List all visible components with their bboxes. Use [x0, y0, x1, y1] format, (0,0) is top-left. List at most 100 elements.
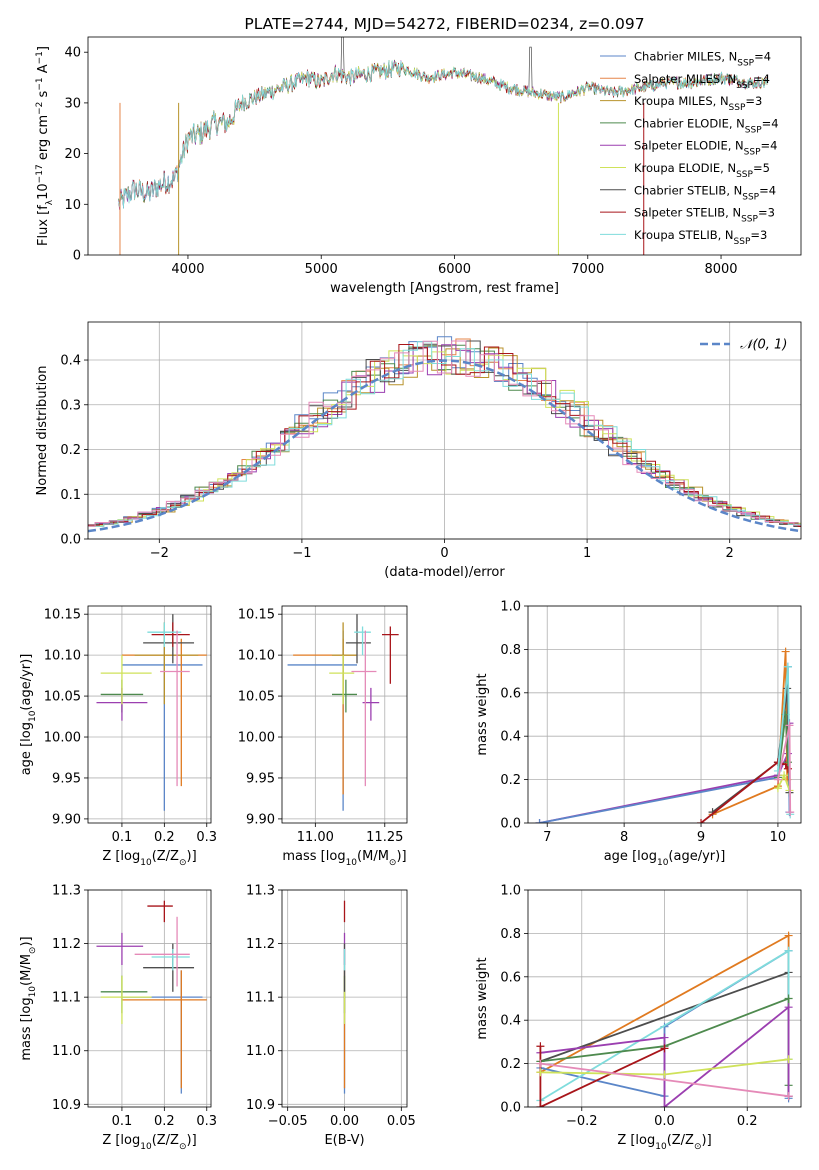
x-tick-label: 0.0 — [654, 1114, 675, 1129]
y-axis-label: Normed distribution — [35, 366, 50, 496]
axes-frame — [87, 889, 212, 1108]
y-tick-label: 9.90 — [52, 812, 81, 827]
marker — [536, 1042, 545, 1051]
x-tick-label: 8000 — [704, 262, 737, 277]
errorbar-point — [354, 626, 371, 656]
y-axis-label: age [log10(age/yr)] — [19, 654, 38, 776]
age_vs_mass-panel: 11.00 11.25 9.90 9.95 10.00 10.05 10.10 10.15 ma… — [238, 605, 408, 868]
x-tick-label: 0.00 — [330, 1114, 359, 1129]
x-axis-label: wavelength [Angstrom, rest frame] — [330, 281, 559, 296]
y-tick-label: 9.95 — [246, 771, 275, 786]
x-axis-label: Z [log10(Z/Z⊙)] — [102, 849, 196, 868]
marker — [535, 819, 544, 823]
chart-title: PLATE=2744, MJD=54272, FIBERID=0234, z=0… — [244, 15, 644, 33]
y-tick-label: 0.4 — [500, 1014, 521, 1029]
x-tick-label: 0.3 — [196, 1114, 217, 1129]
y-axis-label: mass weight — [475, 673, 490, 755]
y-tick-label: 11.3 — [52, 884, 81, 899]
marker — [784, 931, 793, 940]
marker — [784, 994, 793, 1003]
y-tick-label: 0.3 — [60, 398, 81, 413]
series-line-salpeter_elodie — [539, 723, 791, 823]
series-line-chabrier_miles — [539, 666, 791, 823]
y-tick-label: 0.8 — [500, 643, 521, 658]
y-tick-label: 0.0 — [500, 1101, 521, 1116]
y-tick-label: 10.00 — [44, 731, 81, 746]
y-tick-label: 9.90 — [246, 812, 275, 827]
y-axis-label: mass [log10(M/M⊙)] — [19, 936, 38, 1060]
y-tick-label: 10.10 — [44, 649, 81, 664]
y-axis-label: Flux [fλ10−17 erg cm−2 s−1 A−1] — [35, 46, 55, 246]
y-tick-label: 0 — [73, 249, 81, 264]
y-tick-label: 11.2 — [52, 937, 81, 952]
legend: Chabrier MILES, NSSP=4 Salpeter MILES, NS… — [600, 50, 779, 247]
histogram-pink — [88, 340, 801, 527]
histogram-kroupa_stelib — [89, 341, 801, 527]
y-tick-label: 0.0 — [60, 533, 81, 548]
errorbar-point — [151, 948, 190, 971]
x-tick-label: 0.2 — [154, 1114, 175, 1129]
y-tick-label: 0.1 — [60, 488, 81, 503]
spectrum-panel: 4000 5000 6000 7000 8000 0 10 20 30 40 PLATE=2744,… — [35, 15, 802, 296]
errorbar-point — [287, 630, 357, 811]
marker — [783, 684, 792, 693]
errorbar-point — [147, 900, 173, 923]
y-tick-label: 1.0 — [500, 884, 521, 899]
errorbar-point — [332, 679, 357, 713]
y-tick-label: 0.2 — [500, 773, 521, 788]
y-tick-label: 10.15 — [238, 608, 275, 623]
errorbar-point — [345, 614, 371, 664]
y-tick-label: 9.95 — [52, 771, 81, 786]
x-tick-label: 0.05 — [387, 1114, 416, 1129]
x-tick-label: 5000 — [305, 262, 338, 277]
marker — [784, 1092, 793, 1101]
x-tick-label: 6000 — [438, 262, 471, 277]
x-tick-label: 7 — [543, 830, 551, 845]
errorbar-point — [160, 630, 190, 787]
errorbar-point — [96, 932, 144, 966]
y-tick-label: 11.0 — [246, 1044, 275, 1059]
x-tick-label: 4000 — [171, 262, 204, 277]
axes-frame — [527, 889, 802, 1108]
x-axis-label: Z [log10(Z/Z⊙)] — [102, 1133, 196, 1152]
x-tick-label: 0.1 — [112, 1114, 133, 1129]
y-tick-label: 1.0 — [500, 600, 521, 615]
weight_vs_Z-panel: −0.2 0.0 0.2 0.0 0.2 0.4 0.6 0.8 1.0 Z [log10(Z/Z… — [475, 884, 802, 1152]
marker — [536, 1059, 545, 1068]
y-tick-label: 0.6 — [500, 686, 521, 701]
y-tick-label: 10 — [64, 198, 81, 213]
axes-frame — [87, 605, 212, 824]
series-line-salpeter_elodie — [540, 1005, 790, 1107]
x-tick-label: 10 — [770, 830, 787, 845]
errorbar-point — [100, 655, 152, 705]
x-tick-label: 7000 — [571, 262, 604, 277]
x-tick-label: 9 — [697, 830, 705, 845]
marker — [786, 808, 795, 817]
errorbar-point — [332, 622, 357, 705]
y-tick-label: 0.4 — [60, 354, 81, 369]
legend-entry: Salpeter STELIB, NSSP=3 — [634, 206, 775, 225]
errorbar-point — [134, 916, 190, 987]
errorbar-point — [143, 614, 195, 664]
errorbar-point — [121, 970, 207, 1089]
x-tick-label: −0.2 — [566, 1114, 598, 1129]
marker — [773, 775, 782, 784]
y-tick-label: 10.9 — [52, 1098, 81, 1113]
legend-entry: 𝒩(0, 1) — [740, 338, 787, 353]
y-tick-label: 10.05 — [238, 690, 275, 705]
errorbar-point — [329, 655, 355, 705]
marker — [781, 647, 790, 656]
y-tick-label: 11.0 — [52, 1044, 81, 1059]
errorbar-point — [100, 975, 152, 1024]
mass_vs_EBV-panel: −0.05 0.00 0.05 10.9 11.0 11.1 11.2 11.3 E(B-V) — [246, 884, 416, 1149]
errorbar-point — [143, 943, 195, 992]
x-tick-label: −1 — [292, 546, 311, 561]
x-axis-label: age [log10(age/yr)] — [604, 849, 726, 868]
y-tick-label: 0.4 — [500, 730, 521, 745]
axes-frame — [527, 605, 802, 824]
x-tick-label: 2 — [726, 546, 734, 561]
axes-frame — [87, 36, 802, 256]
x-axis-label: E(B-V) — [324, 1133, 364, 1148]
residuals-panel: −2 −1 0 1 2 0.0 0.1 0.2 0.3 0.4 (data-model)/error… — [35, 321, 802, 580]
